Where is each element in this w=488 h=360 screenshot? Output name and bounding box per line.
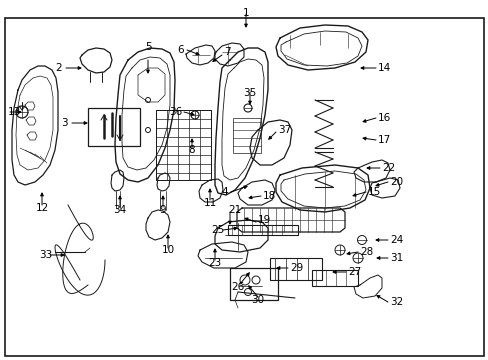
Text: 9: 9 [160, 205, 166, 215]
Bar [227, 225, 297, 235]
Text: 8: 8 [188, 145, 195, 155]
Text: 12: 12 [35, 203, 48, 213]
Bar [269, 258, 321, 280]
Text: 11: 11 [203, 198, 216, 208]
Text: 5: 5 [144, 42, 151, 52]
Text: 20: 20 [389, 177, 402, 187]
Text: 17: 17 [377, 135, 390, 145]
Text: 21: 21 [227, 205, 241, 215]
Text: 4: 4 [221, 187, 227, 197]
Bar [232, 118, 261, 153]
Text: 26: 26 [231, 282, 244, 292]
Text: 1: 1 [242, 8, 249, 18]
Text: 23: 23 [208, 258, 221, 268]
Text: 2: 2 [55, 63, 62, 73]
Text: 37: 37 [278, 125, 291, 135]
Text: 30: 30 [251, 295, 264, 305]
Text: 19: 19 [258, 215, 271, 225]
Bar [156, 110, 210, 180]
Text: 27: 27 [347, 267, 361, 277]
Text: 14: 14 [377, 63, 390, 73]
Text: 6: 6 [177, 45, 183, 55]
Text: 16: 16 [377, 113, 390, 123]
Text: 29: 29 [289, 263, 303, 273]
Text: 18: 18 [263, 191, 276, 201]
Text: 31: 31 [389, 253, 403, 263]
Bar [229, 268, 278, 300]
Text: 35: 35 [243, 88, 256, 98]
Text: 24: 24 [389, 235, 403, 245]
Text: 36: 36 [168, 107, 182, 117]
Text: 33: 33 [39, 250, 52, 260]
Bar [88, 108, 140, 146]
Text: 13: 13 [8, 107, 21, 117]
Text: 7: 7 [224, 47, 230, 57]
Text: 10: 10 [161, 245, 174, 255]
Text: 34: 34 [113, 205, 126, 215]
Text: 3: 3 [61, 118, 68, 128]
Text: 15: 15 [367, 187, 381, 197]
Bar [311, 270, 357, 286]
Text: 25: 25 [211, 225, 224, 235]
Text: 32: 32 [389, 297, 403, 307]
Text: 28: 28 [359, 247, 372, 257]
Text: 22: 22 [381, 163, 394, 173]
